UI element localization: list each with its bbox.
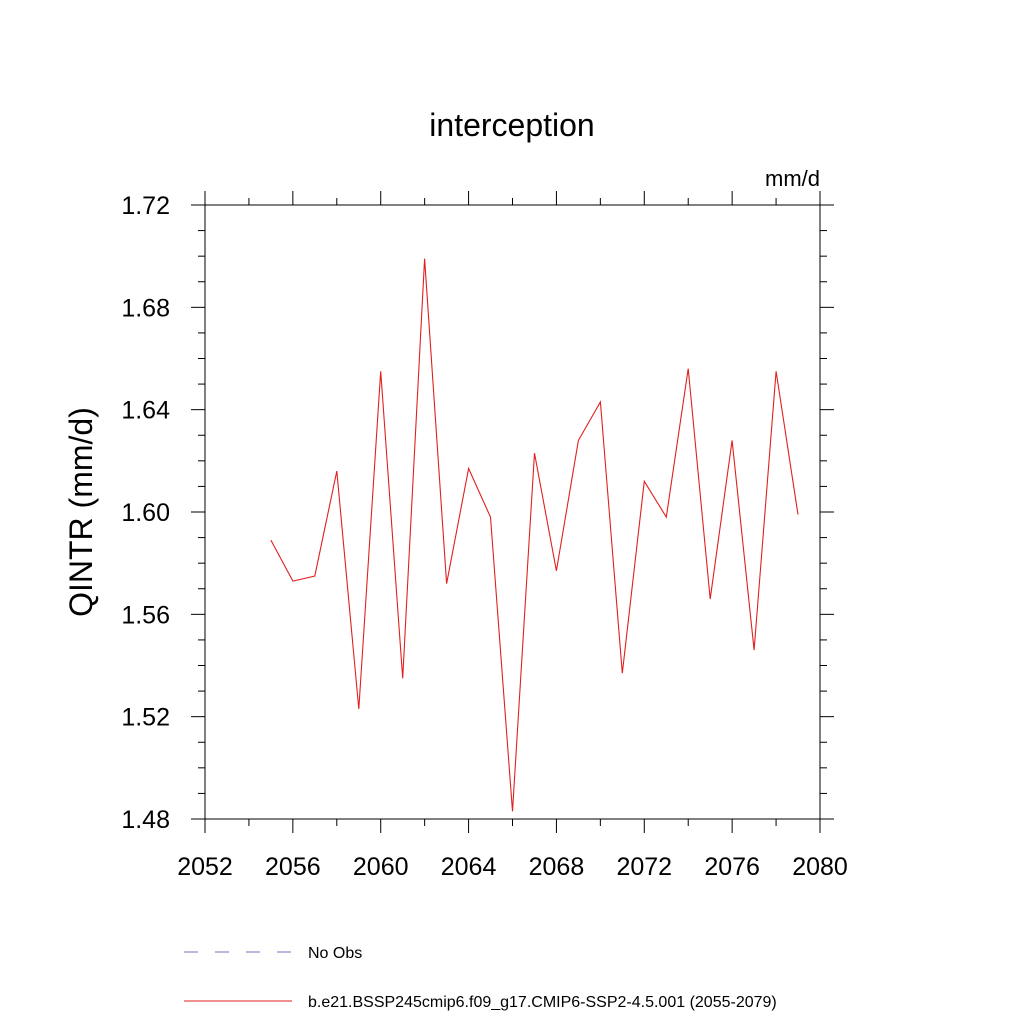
x-tick-label: 2056	[265, 853, 321, 881]
x-tick-label: 2068	[529, 853, 585, 881]
units-label: mm/d	[765, 166, 820, 191]
series-layer	[270, 258, 799, 812]
y-axis-label: QINTR (mm/d)	[63, 407, 99, 617]
y-tick-label: 1.68	[121, 294, 170, 322]
x-tick-label: 2060	[353, 853, 409, 881]
plot-frame	[204, 204, 821, 820]
y-tick-label: 1.72	[121, 192, 170, 220]
chart-title: interception	[429, 107, 594, 143]
x-tick-label: 2064	[441, 853, 497, 881]
axes: 2052 2056 2060 2064 2068 2072 2076 2080 1.48 1.52…	[121, 191, 848, 881]
x-tick-label: 2080	[792, 853, 848, 881]
y-tick-label: 1.48	[121, 806, 170, 834]
legend: No Obs b.e21.BSSP245cmip6.f09_g17.CMIP6-S…	[184, 945, 777, 1011]
x-tick-label: 2052	[177, 853, 233, 881]
x-tick-label: 2076	[704, 853, 760, 881]
y-tick-label: 1.56	[121, 601, 170, 629]
series-line	[270, 258, 799, 812]
y-tick-label: 1.52	[121, 704, 170, 732]
legend-label: b.e21.BSSP245cmip6.f09_g17.CMIP6-SSP2-4.…	[308, 994, 777, 1011]
y-tick-label: 1.64	[121, 397, 170, 425]
y-tick-label: 1.60	[121, 499, 170, 527]
legend-label: No Obs	[308, 945, 362, 962]
x-tick-label: 2072	[616, 853, 672, 881]
